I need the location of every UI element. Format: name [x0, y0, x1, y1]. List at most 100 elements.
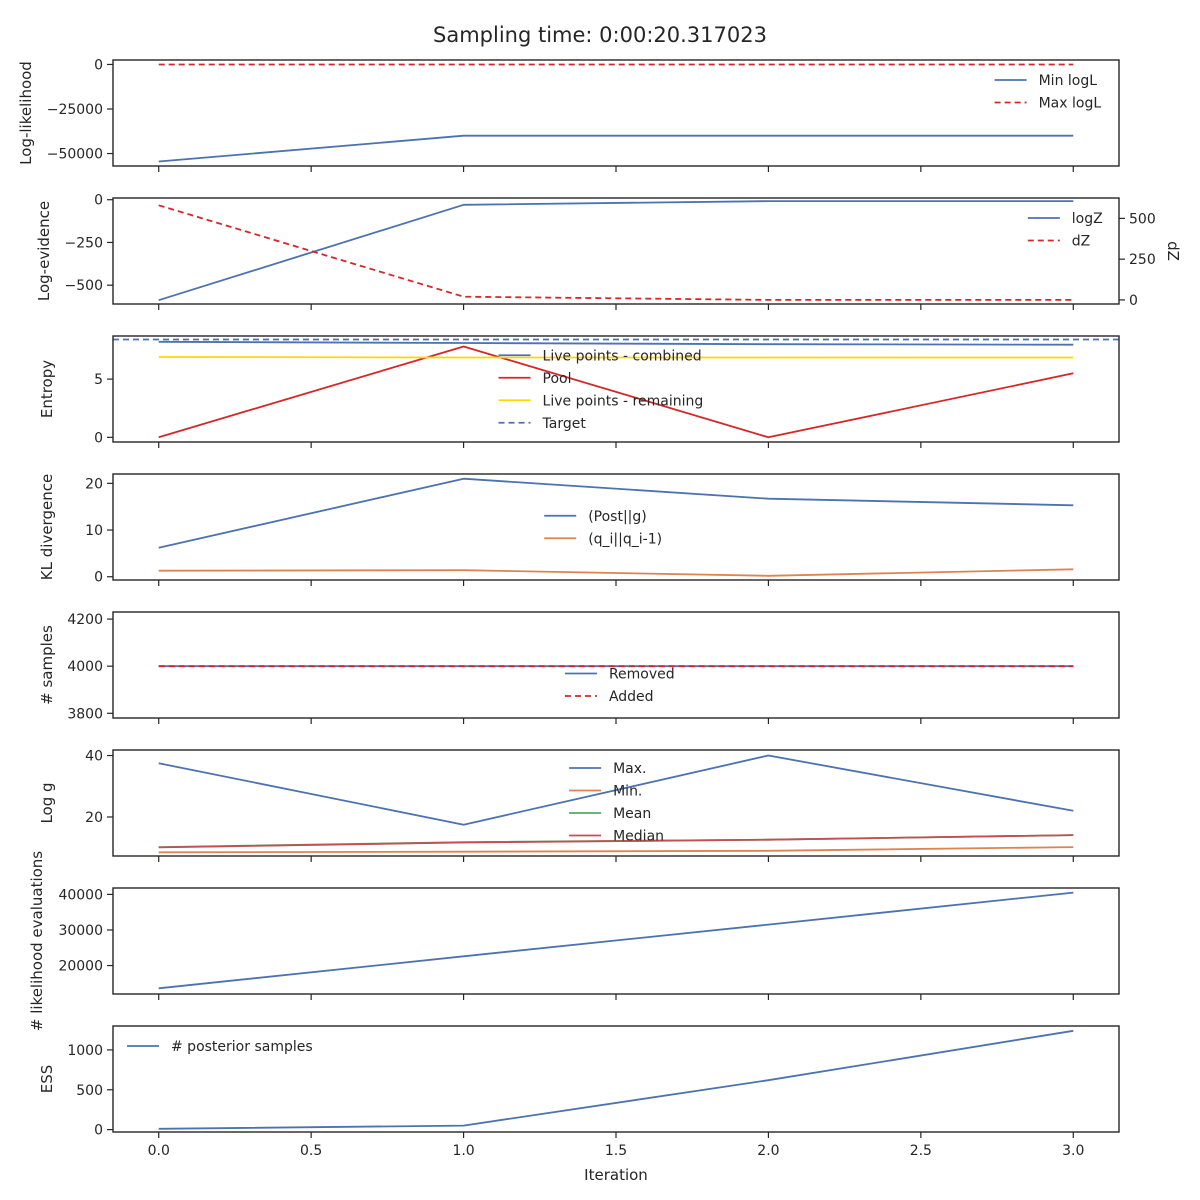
y-tick-label: −25000 — [47, 102, 103, 118]
series-line-max — [158, 754, 1074, 826]
right-y-tick-label: 500 — [1129, 211, 1156, 227]
right-y-axis-label: dZ — [1164, 241, 1182, 261]
right-y-tick-label: 250 — [1129, 252, 1156, 268]
plot-frame — [112, 749, 1120, 857]
legend-label: logZ — [1072, 211, 1103, 227]
legend-label: Max logL — [1039, 96, 1102, 112]
y-tick-label: 0 — [94, 57, 103, 73]
y-axis-label: # likelihood evaluations — [28, 851, 46, 1031]
legend: Live points - combined Pool Live points - … — [498, 348, 704, 432]
x-axis-label: Iteration — [584, 1166, 648, 1184]
series-group — [158, 891, 1074, 990]
y-tick-label: 4000 — [67, 659, 103, 675]
legend-label: # posterior samples — [171, 1039, 313, 1055]
plot-frame — [112, 59, 1120, 167]
x-tick-label: 3.0 — [1062, 1143, 1084, 1159]
subplot-6: 40 20 Log g Max. Min. Mean Median — [38, 749, 1120, 862]
y-tick-label: 20 — [85, 810, 103, 826]
y-tick-label: 4200 — [67, 612, 103, 628]
legend-label: Live points - combined — [543, 348, 702, 364]
x-tick-label: 1.5 — [605, 1143, 627, 1159]
plot-frame — [112, 197, 1120, 305]
legend-label: Min. — [613, 784, 642, 800]
y-axis-label: Log-evidence — [35, 201, 53, 301]
y-tick-label: −50000 — [47, 147, 103, 163]
series-line-posterior-samples — [158, 1029, 1074, 1130]
legend-label: Pool — [543, 371, 572, 387]
series-line-live-points-remaining — [158, 356, 1074, 359]
y-tick-label: 1000 — [67, 1043, 103, 1059]
subplot-7: 40000 30000 20000 # likelihood evaluations — [28, 851, 1120, 1031]
legend-label: Added — [609, 689, 654, 705]
subplot-2: 0 −250 −500 0 250 500 dZ Log-evidence logZ dZ — [35, 193, 1182, 310]
right-y-tick-label: 0 — [1129, 293, 1138, 309]
x-tick-label: 2.0 — [757, 1143, 779, 1159]
y-axis-label: Log g — [38, 782, 56, 823]
y-tick-label: −250 — [65, 235, 103, 251]
y-axis-label: # samples — [38, 625, 56, 705]
plot-frame — [112, 887, 1120, 995]
x-tick-label: 1.0 — [452, 1143, 474, 1159]
series-line-post-g — [158, 477, 1074, 549]
series-line-logz — [158, 200, 1074, 302]
y-tick-label: 0 — [94, 430, 103, 446]
plot-frame — [112, 1025, 1120, 1133]
series-group — [158, 754, 1074, 854]
subplot-8: 1000 500 0 0.0 0.5 1.0 1.5 2.0 2.5 3.0 ESS # poster… — [38, 1025, 1120, 1159]
legend: # posterior samples — [127, 1039, 313, 1055]
legend-label: Median — [613, 829, 664, 845]
y-tick-label: 40 — [85, 749, 103, 765]
legend: Removed Added — [564, 667, 675, 705]
legend: logZ dZ — [1027, 211, 1103, 250]
y-tick-label: 500 — [76, 1083, 103, 1099]
legend-label: Target — [542, 416, 587, 432]
plot-frame — [112, 335, 1120, 443]
plot-frame — [112, 611, 1120, 719]
y-tick-label: −500 — [65, 278, 103, 294]
legend: Min logL Max logL — [994, 73, 1102, 112]
series-group — [158, 1029, 1074, 1130]
legend-label: Removed — [609, 667, 675, 683]
y-tick-label: 0 — [94, 1123, 103, 1139]
series-line-live-points-combined — [158, 340, 1074, 346]
subplot-5: 4200 4000 3800 # samples Removed Added — [38, 611, 1120, 724]
series-line-dz — [158, 204, 1074, 301]
series-group — [158, 63, 1074, 163]
series-line-pool — [158, 345, 1074, 439]
series-group — [158, 477, 1074, 577]
series-group — [113, 338, 1119, 439]
y-tick-label: 40000 — [58, 887, 103, 903]
legend-label: Live points - remaining — [543, 393, 704, 409]
legend-label: (Post||g) — [588, 509, 647, 525]
y-tick-label: 20000 — [58, 959, 103, 975]
subplot-4: 0 10 20 KL divergence (Post||g) (q_i||q_i-1) — [38, 473, 1120, 586]
y-tick-label: 5 — [94, 372, 103, 388]
y-axis-label: Entropy — [38, 360, 56, 418]
y-axis-label: Log-likelihood — [17, 61, 35, 165]
y-tick-label: 20 — [85, 476, 103, 492]
legend: (Post||g) (q_i||q_i-1) — [544, 509, 662, 547]
x-tick-label: 2.5 — [910, 1143, 932, 1159]
y-tick-label: 3800 — [67, 706, 103, 722]
series-line-median — [158, 834, 1074, 849]
y-tick-label: 30000 — [58, 923, 103, 939]
series-group — [158, 200, 1074, 302]
series-line-series — [158, 891, 1074, 990]
series-line-min — [158, 846, 1074, 854]
y-tick-label: 0 — [94, 193, 103, 209]
legend: Max. Min. Mean Median — [569, 761, 664, 845]
subplot-1: 0 −25000 −50000 Log-likelihood Min logL Max l… — [17, 57, 1120, 172]
x-tick-label: 0.5 — [300, 1143, 322, 1159]
y-tick-label: 0 — [94, 570, 103, 586]
series-line-min-logl — [158, 134, 1074, 163]
x-tick-label: 0.0 — [148, 1143, 170, 1159]
series-line-q-i-q-i-1 — [158, 568, 1074, 577]
legend-label: (q_i||q_i-1) — [588, 531, 662, 547]
chart-title: Sampling time: 0:00:20.317023 — [433, 23, 767, 47]
legend-label: dZ — [1072, 234, 1090, 250]
y-axis-label: KL divergence — [38, 474, 56, 580]
y-axis-label: ESS — [38, 1065, 56, 1094]
